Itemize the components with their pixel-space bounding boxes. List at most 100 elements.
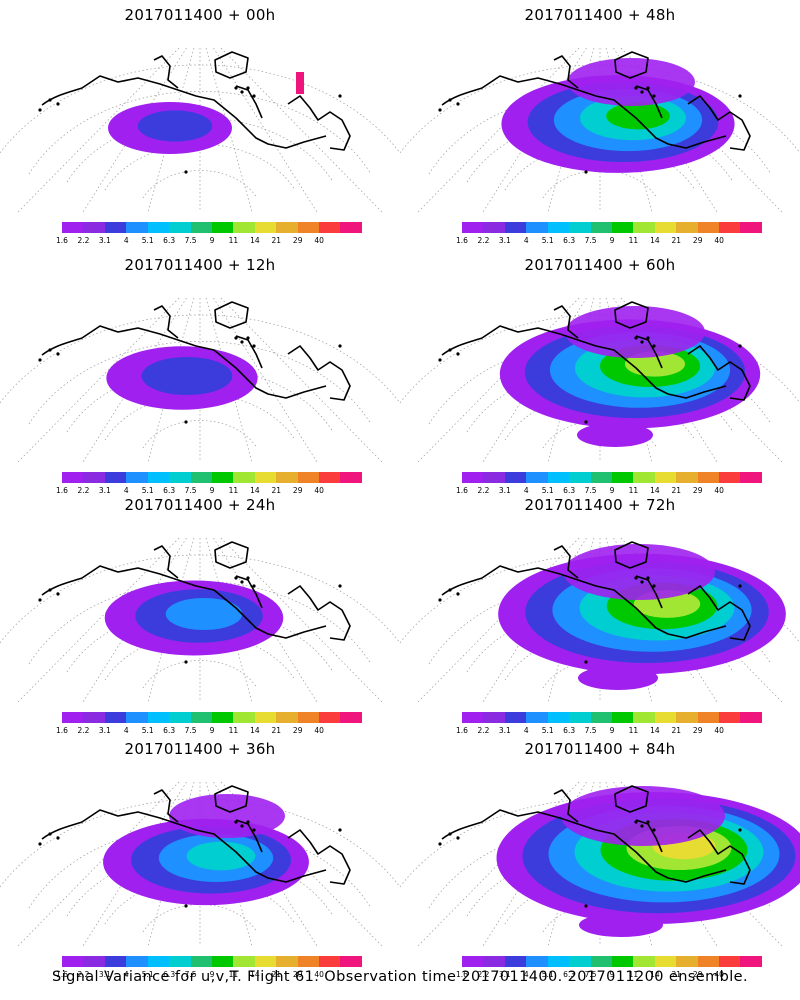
colorbar-swatch	[590, 712, 612, 723]
island	[584, 660, 588, 664]
colorbar-swatch	[83, 956, 105, 967]
island	[584, 420, 588, 424]
colorbar-tick-label: 4	[523, 236, 529, 245]
colorbar-swatch	[147, 222, 170, 233]
colorbar-tick-label: 14	[250, 236, 260, 245]
coastline	[214, 301, 249, 329]
variance-contour	[169, 794, 285, 838]
colorbar-tick-label: 7.5	[584, 726, 597, 735]
panel-title: 2017011400 + 48h	[524, 6, 676, 24]
coastlines	[38, 51, 351, 174]
island	[634, 576, 638, 580]
island	[438, 842, 442, 846]
variance-contour	[579, 913, 663, 937]
colorbar-tick-label: 4	[123, 486, 129, 495]
variance-contour	[137, 110, 213, 142]
colorbar-tick-label: 9	[209, 236, 215, 245]
latitude-line	[66, 851, 334, 917]
colorbar-tick-label: 7.5	[184, 726, 197, 735]
colorbar-swatch	[233, 472, 255, 483]
colorbar-swatch	[233, 956, 255, 967]
colorbar-tick-label: 3.1	[498, 726, 511, 735]
colorbar-tick-label: 4	[523, 970, 529, 979]
map-panel: 2017011400 + 36h 1.6 2.2 3.1 4 5.1 6.3 7.5 9 11 14…	[0, 734, 400, 982]
latitude-line	[542, 660, 658, 689]
colorbar-swatch	[740, 956, 762, 967]
colorbar-swatch	[233, 222, 255, 233]
island	[234, 820, 238, 824]
colorbar-swatch	[697, 956, 720, 967]
variance-contour	[563, 544, 715, 600]
colorbar-tick-label: 7.5	[184, 970, 197, 979]
colorbar-swatch	[611, 712, 634, 723]
colorbar-swatch	[190, 222, 212, 233]
colorbar-swatch	[340, 222, 362, 233]
colorbar-tick-label: 40	[714, 486, 724, 495]
colorbar-tick-label: 9	[609, 726, 615, 735]
island	[646, 336, 650, 340]
island	[338, 344, 342, 348]
colorbar-tick-label: 40	[714, 236, 724, 245]
island	[252, 828, 256, 832]
latitude-line	[400, 64, 800, 154]
island	[738, 94, 742, 98]
colorbar-labels: 1.6 2.2 3.1 4 5.1 6.3 7.5 9 11 14 21 29 40	[0, 236, 400, 246]
colorbar-swatch	[104, 472, 127, 483]
latitude-line	[400, 314, 800, 404]
colorbar-swatch	[169, 222, 191, 233]
map-panel: 2017011400 + 24h 1.6 2.2 3.1 4 5.1 6.3 7.5 9 11 14…	[0, 490, 400, 738]
colorbar-tick-label: 6.3	[563, 236, 576, 245]
latitude-line	[466, 607, 734, 673]
island	[234, 576, 238, 580]
island	[38, 598, 42, 602]
island	[338, 828, 342, 832]
island	[48, 588, 52, 592]
colorbar-tick-label: 2.2	[77, 726, 90, 735]
island	[56, 102, 60, 106]
island	[184, 660, 188, 664]
latitude-line	[542, 420, 658, 449]
island	[184, 420, 188, 424]
colorbar-swatch	[190, 956, 212, 967]
colorbar-swatch	[504, 956, 527, 967]
map-panel: 2017011400 + 84h 1.6 2.2 3.1 4 5.1 6.3 7.5 9 11 14…	[400, 734, 800, 982]
coastline	[614, 301, 649, 329]
colorbar-tick-label: 6.3	[563, 970, 576, 979]
colorbar-tick-label: 4	[123, 726, 129, 735]
colorbar-tick-label: 9	[209, 726, 215, 735]
colorbar-swatch	[62, 472, 84, 483]
island	[652, 344, 656, 348]
colorbar-swatch	[590, 472, 612, 483]
colorbar-swatch	[526, 956, 548, 967]
colorbar-tick-label: 3.1	[98, 236, 111, 245]
island	[240, 824, 244, 828]
island	[184, 904, 188, 908]
colorbar-swatch	[297, 472, 320, 483]
polar-map	[400, 537, 800, 703]
polar-map	[0, 47, 400, 213]
island	[38, 842, 42, 846]
colorbar-tick-label: 2.2	[477, 486, 490, 495]
latitude-line	[504, 143, 696, 191]
colorbar-tick-label: 6.3	[163, 236, 176, 245]
coastline	[287, 829, 351, 885]
panel-title: 2017011400 + 00h	[124, 6, 276, 24]
variance-contour	[577, 423, 653, 447]
colorbar-tick-label: 9	[609, 236, 615, 245]
latitude-line	[542, 170, 658, 199]
colorbar-swatch	[462, 222, 484, 233]
colorbar-swatch	[211, 956, 234, 967]
figure-caption: Signal Variance for u,v,T. Flight 61. Ob…	[52, 969, 748, 985]
colorbar-swatch	[569, 712, 591, 723]
coastline	[214, 785, 249, 813]
colorbar-swatch	[697, 222, 720, 233]
colorbar-swatch	[483, 222, 505, 233]
coastline	[441, 565, 727, 639]
colorbar-swatch	[462, 712, 484, 723]
coastlines	[438, 301, 751, 424]
island	[246, 820, 250, 824]
longitude-line	[213, 297, 318, 463]
colorbar-swatch	[276, 222, 298, 233]
colorbar-tick-label: 40	[314, 726, 324, 735]
colorbar-tick-label: 7.5	[584, 486, 597, 495]
